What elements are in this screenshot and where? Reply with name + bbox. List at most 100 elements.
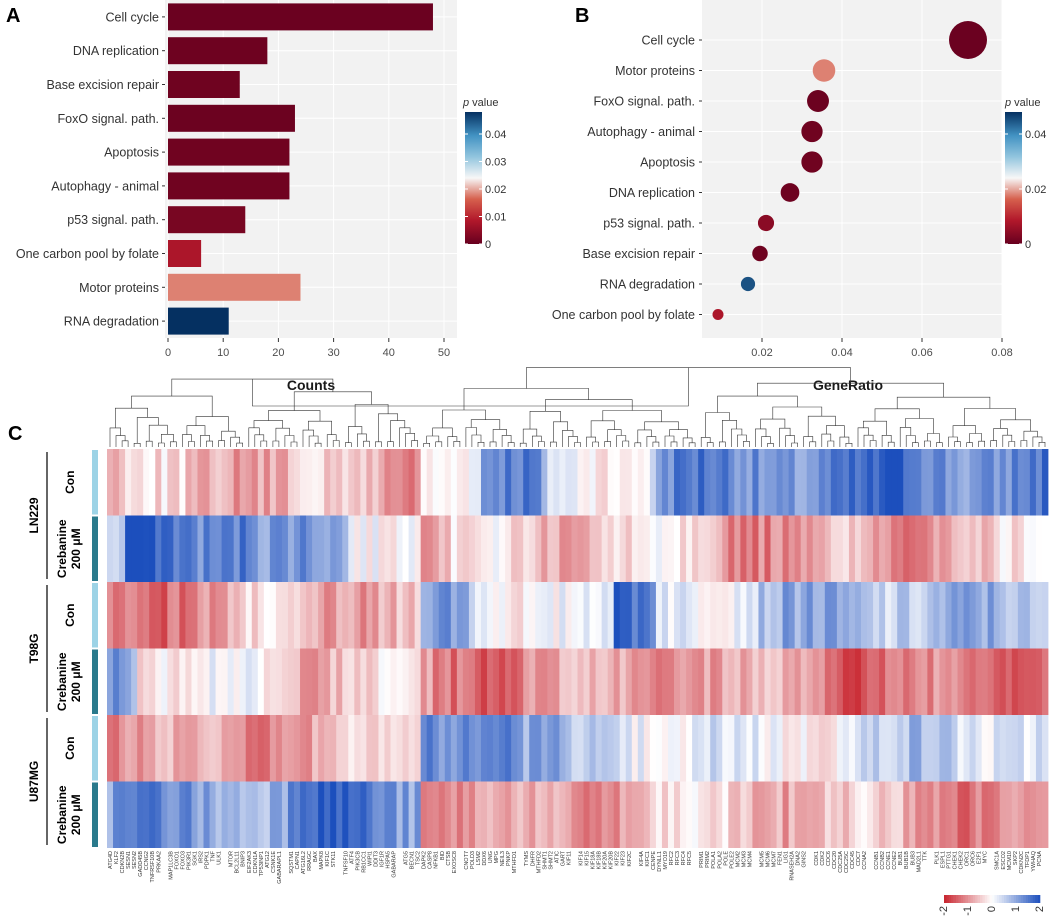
colorbar-segment — [999, 895, 1002, 903]
dot-plot-legend-tick-label: 0 — [1025, 239, 1031, 251]
dendrogram-branch — [206, 440, 213, 447]
heatmap-cell — [312, 582, 319, 649]
heatmap-cell — [167, 515, 174, 582]
heatmap-cell — [625, 648, 633, 715]
heatmap-cell — [577, 781, 584, 848]
heatmap-cell — [366, 582, 373, 649]
heatmap-cell — [601, 449, 609, 516]
dendrogram-branch — [779, 427, 791, 447]
dendrogram-branch — [1038, 442, 1046, 447]
heatmap-cell — [396, 449, 403, 516]
heatmap-cell — [903, 582, 910, 649]
heatmap-cell — [897, 449, 904, 516]
gene-label: GABARAP — [392, 851, 398, 878]
heatmap-cell — [589, 715, 596, 782]
heatmap-cell — [945, 449, 952, 516]
heatmap-cell — [245, 449, 253, 516]
heatmap-cell — [1005, 449, 1013, 516]
heatmap-cell — [263, 582, 271, 649]
heatmap-cell — [414, 715, 422, 782]
heatmap-cell — [698, 449, 705, 516]
heatmap-cell — [517, 449, 524, 516]
heatmap-cell — [275, 715, 283, 782]
heatmap-cell — [402, 449, 409, 516]
dendrogram-branch — [954, 441, 961, 447]
heatmap-cell — [867, 648, 874, 715]
heatmap-cell — [523, 515, 530, 582]
heatmap-cell — [752, 515, 759, 582]
gene-label: CDC20 — [832, 851, 838, 869]
gene-label: HSPA5 — [385, 851, 391, 869]
dot-plot-category-label: Base excision repair — [582, 247, 695, 261]
heatmap-cell — [396, 781, 403, 848]
heatmap-cell — [342, 449, 349, 516]
heatmap-cell — [583, 648, 590, 715]
dendrogram-branch — [195, 416, 229, 432]
heatmap-cell — [125, 648, 132, 715]
gene-label: TP53INP1 — [259, 851, 265, 876]
heatmap-cell — [119, 715, 126, 782]
heatmap-cell — [692, 515, 699, 582]
heatmap-cells — [107, 449, 1049, 848]
heatmap-cell — [933, 781, 940, 848]
heatmap-cell — [535, 715, 542, 782]
bar-chart-category-label: Cell cycle — [106, 10, 160, 24]
heatmap-cell — [312, 515, 319, 582]
heatmap-cell — [251, 715, 259, 782]
dendrogram-branch — [574, 442, 581, 447]
heatmap-cell — [559, 582, 566, 649]
heatmap-cell — [613, 715, 621, 782]
dendrogram-branch — [314, 442, 322, 447]
heatmap-cell — [414, 449, 422, 516]
heatmap-cell — [312, 449, 319, 516]
heatmap-cell — [764, 648, 771, 715]
heatmap-cell — [167, 648, 174, 715]
bar-cell-cycle — [168, 3, 433, 31]
heatmap-cell — [300, 515, 307, 582]
heatmap-cell — [806, 715, 814, 782]
heatmap-cell — [655, 449, 663, 516]
gene-label: SESN2 — [132, 851, 138, 869]
heatmap-cell — [390, 449, 397, 516]
heatmap-cell — [734, 781, 741, 848]
heatmap-cell — [468, 715, 476, 782]
heatmap-cell — [655, 648, 663, 715]
heatmap-cell — [300, 582, 307, 649]
heatmap-cell — [281, 515, 289, 582]
heatmap-cell — [517, 781, 524, 848]
dendrogram-branch — [682, 437, 693, 447]
heatmap-cell — [1017, 582, 1025, 649]
heatmap-cell — [915, 781, 922, 848]
heatmap-column-dendrogram — [109, 367, 1046, 447]
heatmap-cell — [444, 449, 452, 516]
heatmap-cell — [909, 515, 916, 582]
heatmap-cell — [468, 449, 476, 516]
heatmap-cell — [933, 648, 940, 715]
heatmap-cell — [830, 648, 838, 715]
dendrogram-branch — [308, 420, 332, 435]
cell-line-label: LN229 — [27, 497, 41, 533]
heatmap-cell — [589, 449, 596, 516]
dendrogram-branch — [700, 437, 711, 447]
heatmap-cell — [257, 582, 265, 649]
heatmap-cell — [722, 715, 729, 782]
heatmap-cell — [131, 781, 138, 848]
dendrogram-branch — [332, 440, 340, 447]
heatmap-cell — [450, 449, 458, 516]
heatmap-cell — [794, 449, 802, 516]
panel-c-letter: C — [8, 423, 22, 445]
heatmap-cell — [113, 515, 120, 582]
heatmap-cell — [119, 449, 126, 516]
heatmap-cell — [275, 781, 283, 848]
heatmap-cell — [643, 648, 651, 715]
heatmap-cell — [758, 449, 765, 516]
heatmap-cell — [933, 449, 940, 516]
heatmap-cell — [861, 715, 868, 782]
heatmap-cell — [167, 715, 174, 782]
gene-label: EIF2AK3 — [247, 851, 253, 873]
heatmap-cell — [861, 515, 868, 582]
heatmap-cell — [306, 449, 313, 516]
heatmap-cell — [667, 648, 675, 715]
heatmap-cell — [487, 781, 494, 848]
heatmap-cell — [867, 781, 874, 848]
